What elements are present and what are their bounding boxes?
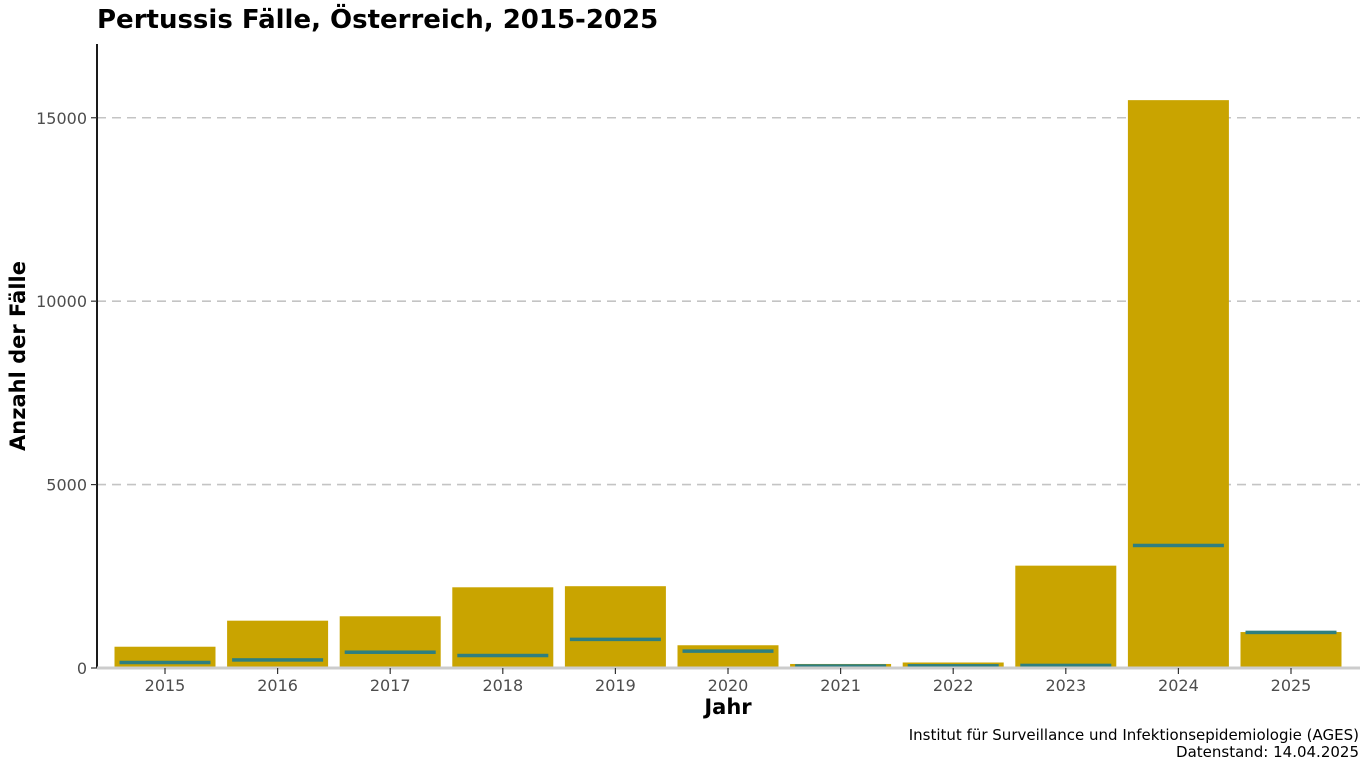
bar-2019 [564, 586, 666, 668]
secondary-segments [119, 543, 1337, 668]
bar-2017 [339, 616, 441, 668]
caption-source: Institut für Surveillance und Infektions… [909, 726, 1359, 744]
segment-2024 [1132, 543, 1224, 548]
bar-2020 [677, 645, 779, 668]
chart-title: Pertussis Fälle, Österreich, 2015-2025 [97, 2, 658, 35]
y-tick-label-10000: 10000 [36, 292, 87, 311]
segment-2020 [682, 649, 774, 653]
segment-2021 [795, 664, 887, 668]
segment-2023 [1020, 663, 1112, 668]
x-tick-label-2025: 2025 [1271, 676, 1312, 695]
x-tick-label-2023: 2023 [1045, 676, 1086, 695]
y-tick-label-5000: 5000 [46, 476, 87, 495]
x-tick-label-2021: 2021 [820, 676, 861, 695]
segment-2025 [1245, 630, 1337, 635]
x-tick-label-2016: 2016 [257, 676, 298, 695]
segment-2016 [232, 658, 324, 662]
x-tick-label-2015: 2015 [145, 676, 186, 695]
x-tick-label-2018: 2018 [482, 676, 523, 695]
bar-2015 [114, 646, 216, 668]
x-tick-label-2024: 2024 [1158, 676, 1199, 695]
x-tick-label-2020: 2020 [708, 676, 749, 695]
bar-2025 [1240, 632, 1342, 668]
segment-2018 [457, 653, 549, 658]
x-ticks: 2015 2016 2017 2018 2019 2020 2021 2022 2023 2024… [145, 668, 1312, 695]
segment-2015 [119, 660, 211, 665]
x-tick-label-2017: 2017 [370, 676, 411, 695]
segment-2017 [344, 650, 436, 654]
y-tick-label-15000: 15000 [36, 109, 87, 128]
x-tick-label-2022: 2022 [933, 676, 974, 695]
y-axis-title: Anzahl der Fälle [6, 261, 30, 451]
x-tick-label-2019: 2019 [595, 676, 636, 695]
y-tick-label-0: 0 [77, 659, 87, 678]
bar-2024 [1127, 100, 1229, 669]
segment-2022 [907, 664, 999, 668]
bar-2023 [1015, 565, 1117, 668]
x-axis-title: Jahr [702, 695, 752, 719]
segment-2019 [569, 637, 661, 642]
y-ticks: 0 5000 10000 15000 [36, 109, 97, 678]
caption-date: Datenstand: 14.04.2025 [1176, 743, 1359, 761]
bars [114, 100, 1342, 669]
